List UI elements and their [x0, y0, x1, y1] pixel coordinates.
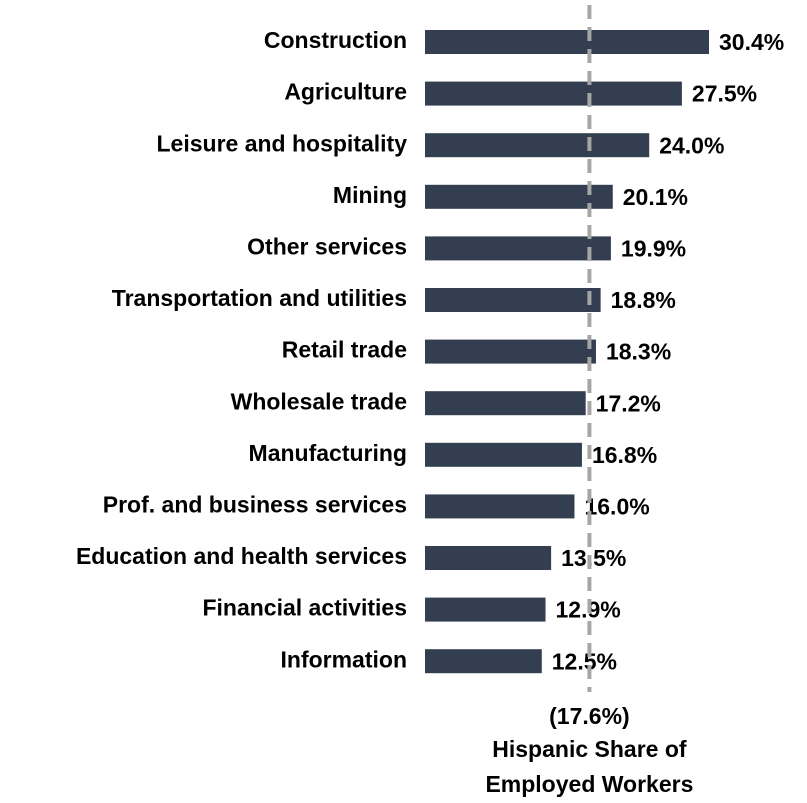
bar: [425, 339, 596, 364]
category-label: Transportation and utilities: [112, 285, 407, 311]
bar: [425, 546, 552, 570]
category-label: Financial activities: [202, 595, 407, 621]
category-label: Retail trade: [282, 337, 407, 363]
category-label: Other services: [247, 233, 407, 259]
value-label: 18.8%: [611, 287, 676, 313]
category-label: Mining: [333, 182, 407, 208]
value-label: 24.0%: [659, 132, 724, 158]
reference-label: (17.6%): [549, 703, 630, 729]
bar: [425, 391, 586, 416]
bar: [425, 597, 546, 622]
category-label: Information: [281, 646, 408, 672]
bar: [425, 494, 575, 519]
category-label: Construction: [264, 27, 407, 53]
value-label: 16.0%: [584, 493, 649, 519]
value-label: 30.4%: [719, 29, 784, 55]
value-label: 18.3%: [606, 339, 671, 365]
reference-text: Hispanic Share of: [492, 736, 687, 762]
value-label: 12.5%: [552, 648, 617, 674]
category-label: Education and health services: [76, 543, 407, 569]
bar: [425, 236, 611, 261]
category-label: Leisure and hospitality: [157, 130, 408, 156]
reference-text: Employed Workers: [485, 771, 693, 797]
value-label: 19.9%: [621, 235, 686, 261]
value-label: 13.5%: [561, 545, 626, 571]
category-label: Agriculture: [284, 79, 407, 105]
category-label: Manufacturing: [249, 440, 407, 466]
value-label: 17.2%: [596, 390, 661, 416]
value-label: 16.8%: [592, 442, 657, 468]
category-label: Prof. and business services: [103, 491, 407, 517]
value-label: 27.5%: [692, 81, 757, 107]
value-label: 20.1%: [623, 184, 688, 210]
bar: [425, 133, 650, 158]
bar: [425, 81, 682, 106]
bar: [425, 288, 601, 312]
bar: [425, 30, 709, 54]
bar: [425, 184, 613, 209]
category-label: Wholesale trade: [231, 388, 407, 414]
bar: [425, 442, 582, 467]
bar: [425, 649, 542, 674]
